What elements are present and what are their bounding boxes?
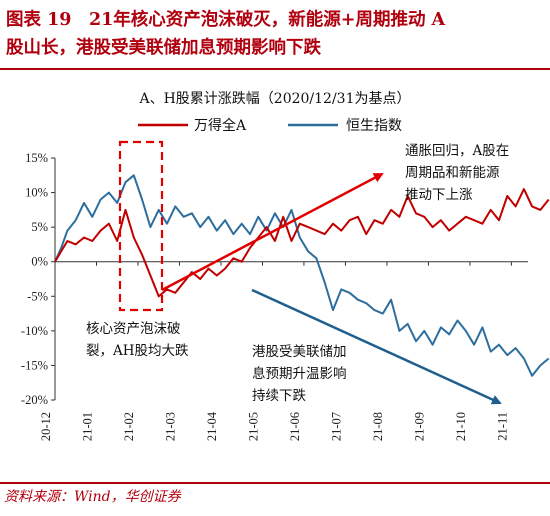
y-tick-label: -10%: [21, 324, 48, 338]
box-annotation-line-2: 裂，AH股均大跌: [86, 343, 189, 359]
x-tick-label: 20-12: [39, 412, 53, 441]
series-line-hsi: [54, 174, 550, 377]
bottom-rule: [0, 482, 550, 484]
series-line-wande: [54, 188, 550, 298]
blue-trend-arrow: [251, 288, 502, 405]
annotations: 核心资产泡沫破 裂，AH股均大跌 通胀回归，A股在 周期品和新能源 推动下上涨 …: [86, 142, 509, 404]
y-tick-label: -15%: [21, 358, 48, 372]
blue-annotation-line-2: 息预期升温影响: [252, 365, 347, 382]
x-tick-label: 21-08: [371, 412, 385, 441]
figure-title-line-2: 股山长，港股受美联储加息预期影响下跌: [6, 38, 321, 58]
x-tick-label: 21-01: [80, 412, 94, 441]
source-note: 资料来源：Wind，华创证券: [4, 489, 181, 505]
y-tick-label: -20%: [21, 393, 48, 407]
x-tick-label: 21-02: [122, 412, 136, 441]
y-tick-label: 0%: [31, 255, 48, 269]
x-tick-label: 21-04: [205, 411, 219, 441]
x-tick-label: 21-09: [412, 412, 426, 441]
figure-title-line-1: 图表 19 21年核心资产泡沫破灭，新能源+周期推动 A: [6, 10, 446, 30]
red-trend-arrow: [161, 172, 384, 292]
x-tick-label: 21-05: [246, 412, 260, 441]
blue-annotation-line-3: 持续下跌: [252, 388, 306, 404]
y-tick-label: 5%: [31, 220, 48, 234]
red-annotation-line-1: 通胀回归，A股在: [405, 142, 509, 159]
x-tick-labels: 20-12 21-01 21-02 21-03 21-04 21-05 21-06 21-07…: [39, 261, 512, 441]
y-tick-label: -5%: [27, 289, 48, 303]
legend: 万得全A 恒生指数: [138, 117, 402, 134]
series-lines: [54, 174, 550, 377]
x-tick-label: 21-07: [329, 412, 343, 441]
red-annotation-line-3: 推动下上涨: [405, 187, 473, 203]
y-tick-label: 10%: [25, 186, 48, 200]
line-chart: A、H股累计涨跌幅（2020/12/31为基点） 万得全A 恒生指数 15% 10…: [21, 90, 550, 441]
red-annotation-line-2: 周期品和新能源: [405, 165, 500, 181]
axes: [54, 158, 528, 400]
dashed-highlight-box: [118, 140, 164, 312]
y-tick-labels: 15% 10% 5% 0% -5% -10% -15% -20%: [21, 151, 55, 407]
legend-label-hsi: 恒生指数: [346, 118, 402, 134]
x-tick-label: 21-10: [454, 412, 468, 441]
figure-title: 图表 19 21年核心资产泡沫破灭，新能源+周期推动 A 股山长，港股受美联储加…: [6, 6, 546, 62]
x-tick-label: 21-03: [163, 412, 177, 441]
box-annotation-line-1: 核心资产泡沫破: [86, 321, 181, 337]
y-tick-label: 15%: [25, 151, 48, 165]
chart-title: A、H股累计涨跌幅（2020/12/31为基点）: [138, 90, 410, 107]
x-tick-label: 21-11: [495, 412, 509, 441]
blue-annotation-line-1: 港股受美联储加: [252, 344, 347, 360]
x-tick-label: 21-06: [288, 412, 302, 441]
top-rule: [0, 68, 550, 70]
legend-label-wande: 万得全A: [194, 117, 247, 134]
